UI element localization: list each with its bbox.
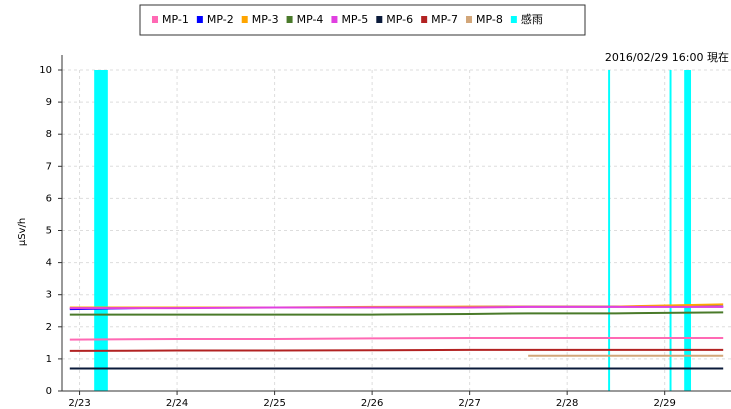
annotation: 2016/02/29 16:00 現在 bbox=[605, 51, 729, 64]
rain-bar bbox=[684, 70, 692, 391]
legend-swatch bbox=[421, 16, 428, 23]
legend-label: MP-1 bbox=[162, 13, 189, 26]
legend-swatch bbox=[241, 16, 248, 23]
legend-label: MP-3 bbox=[252, 13, 279, 26]
legend-label: MP-2 bbox=[207, 13, 234, 26]
x-tick-label: 2/26 bbox=[361, 398, 383, 409]
y-tick-label: 9 bbox=[46, 97, 52, 108]
series-line bbox=[69, 348, 724, 352]
legend-label: MP-5 bbox=[341, 13, 368, 26]
y-tick-label: 10 bbox=[39, 65, 52, 76]
plot-area bbox=[62, 69, 731, 392]
rain-bar bbox=[608, 70, 611, 391]
legend-swatch bbox=[286, 16, 293, 23]
y-axis-label: μSv/h bbox=[17, 218, 28, 246]
legend-label: MP-4 bbox=[297, 13, 324, 26]
legend-box bbox=[139, 4, 586, 36]
x-tick-label: 2/25 bbox=[263, 398, 285, 409]
legend-label: MP-7 bbox=[431, 13, 458, 26]
legend-swatch bbox=[331, 16, 338, 23]
y-tick-label: 3 bbox=[46, 290, 52, 301]
series-line bbox=[69, 305, 724, 310]
legend-label: MP-8 bbox=[476, 13, 503, 26]
x-tick-label: 2/23 bbox=[68, 398, 90, 409]
x-tick-label: 2/28 bbox=[556, 398, 578, 409]
rain-bar bbox=[94, 70, 108, 391]
y-tick-label: 5 bbox=[46, 226, 52, 237]
y-tick-label: 1 bbox=[46, 354, 52, 365]
y-tick-label: 0 bbox=[46, 386, 52, 397]
y-tick-label: 6 bbox=[46, 193, 52, 204]
legend-label: MP-6 bbox=[386, 13, 413, 26]
y-tick-label: 7 bbox=[46, 161, 52, 172]
series-line bbox=[69, 311, 724, 316]
y-tick-label: 2 bbox=[46, 322, 52, 333]
legend-swatch bbox=[376, 16, 383, 23]
series-line bbox=[69, 337, 724, 341]
legend-label: 感雨 bbox=[521, 13, 543, 26]
legend-swatch bbox=[152, 16, 158, 23]
legend-swatch bbox=[466, 16, 473, 23]
legend-swatch bbox=[510, 16, 517, 23]
x-tick-label: 2/29 bbox=[653, 398, 675, 409]
y-tick-label: 8 bbox=[46, 129, 52, 140]
y-tick-label: 4 bbox=[46, 258, 52, 269]
x-tick-label: 2/27 bbox=[458, 398, 480, 409]
x-tick-label: 2/24 bbox=[166, 398, 188, 409]
legend-swatch bbox=[196, 16, 203, 23]
rain-bar bbox=[669, 70, 672, 391]
